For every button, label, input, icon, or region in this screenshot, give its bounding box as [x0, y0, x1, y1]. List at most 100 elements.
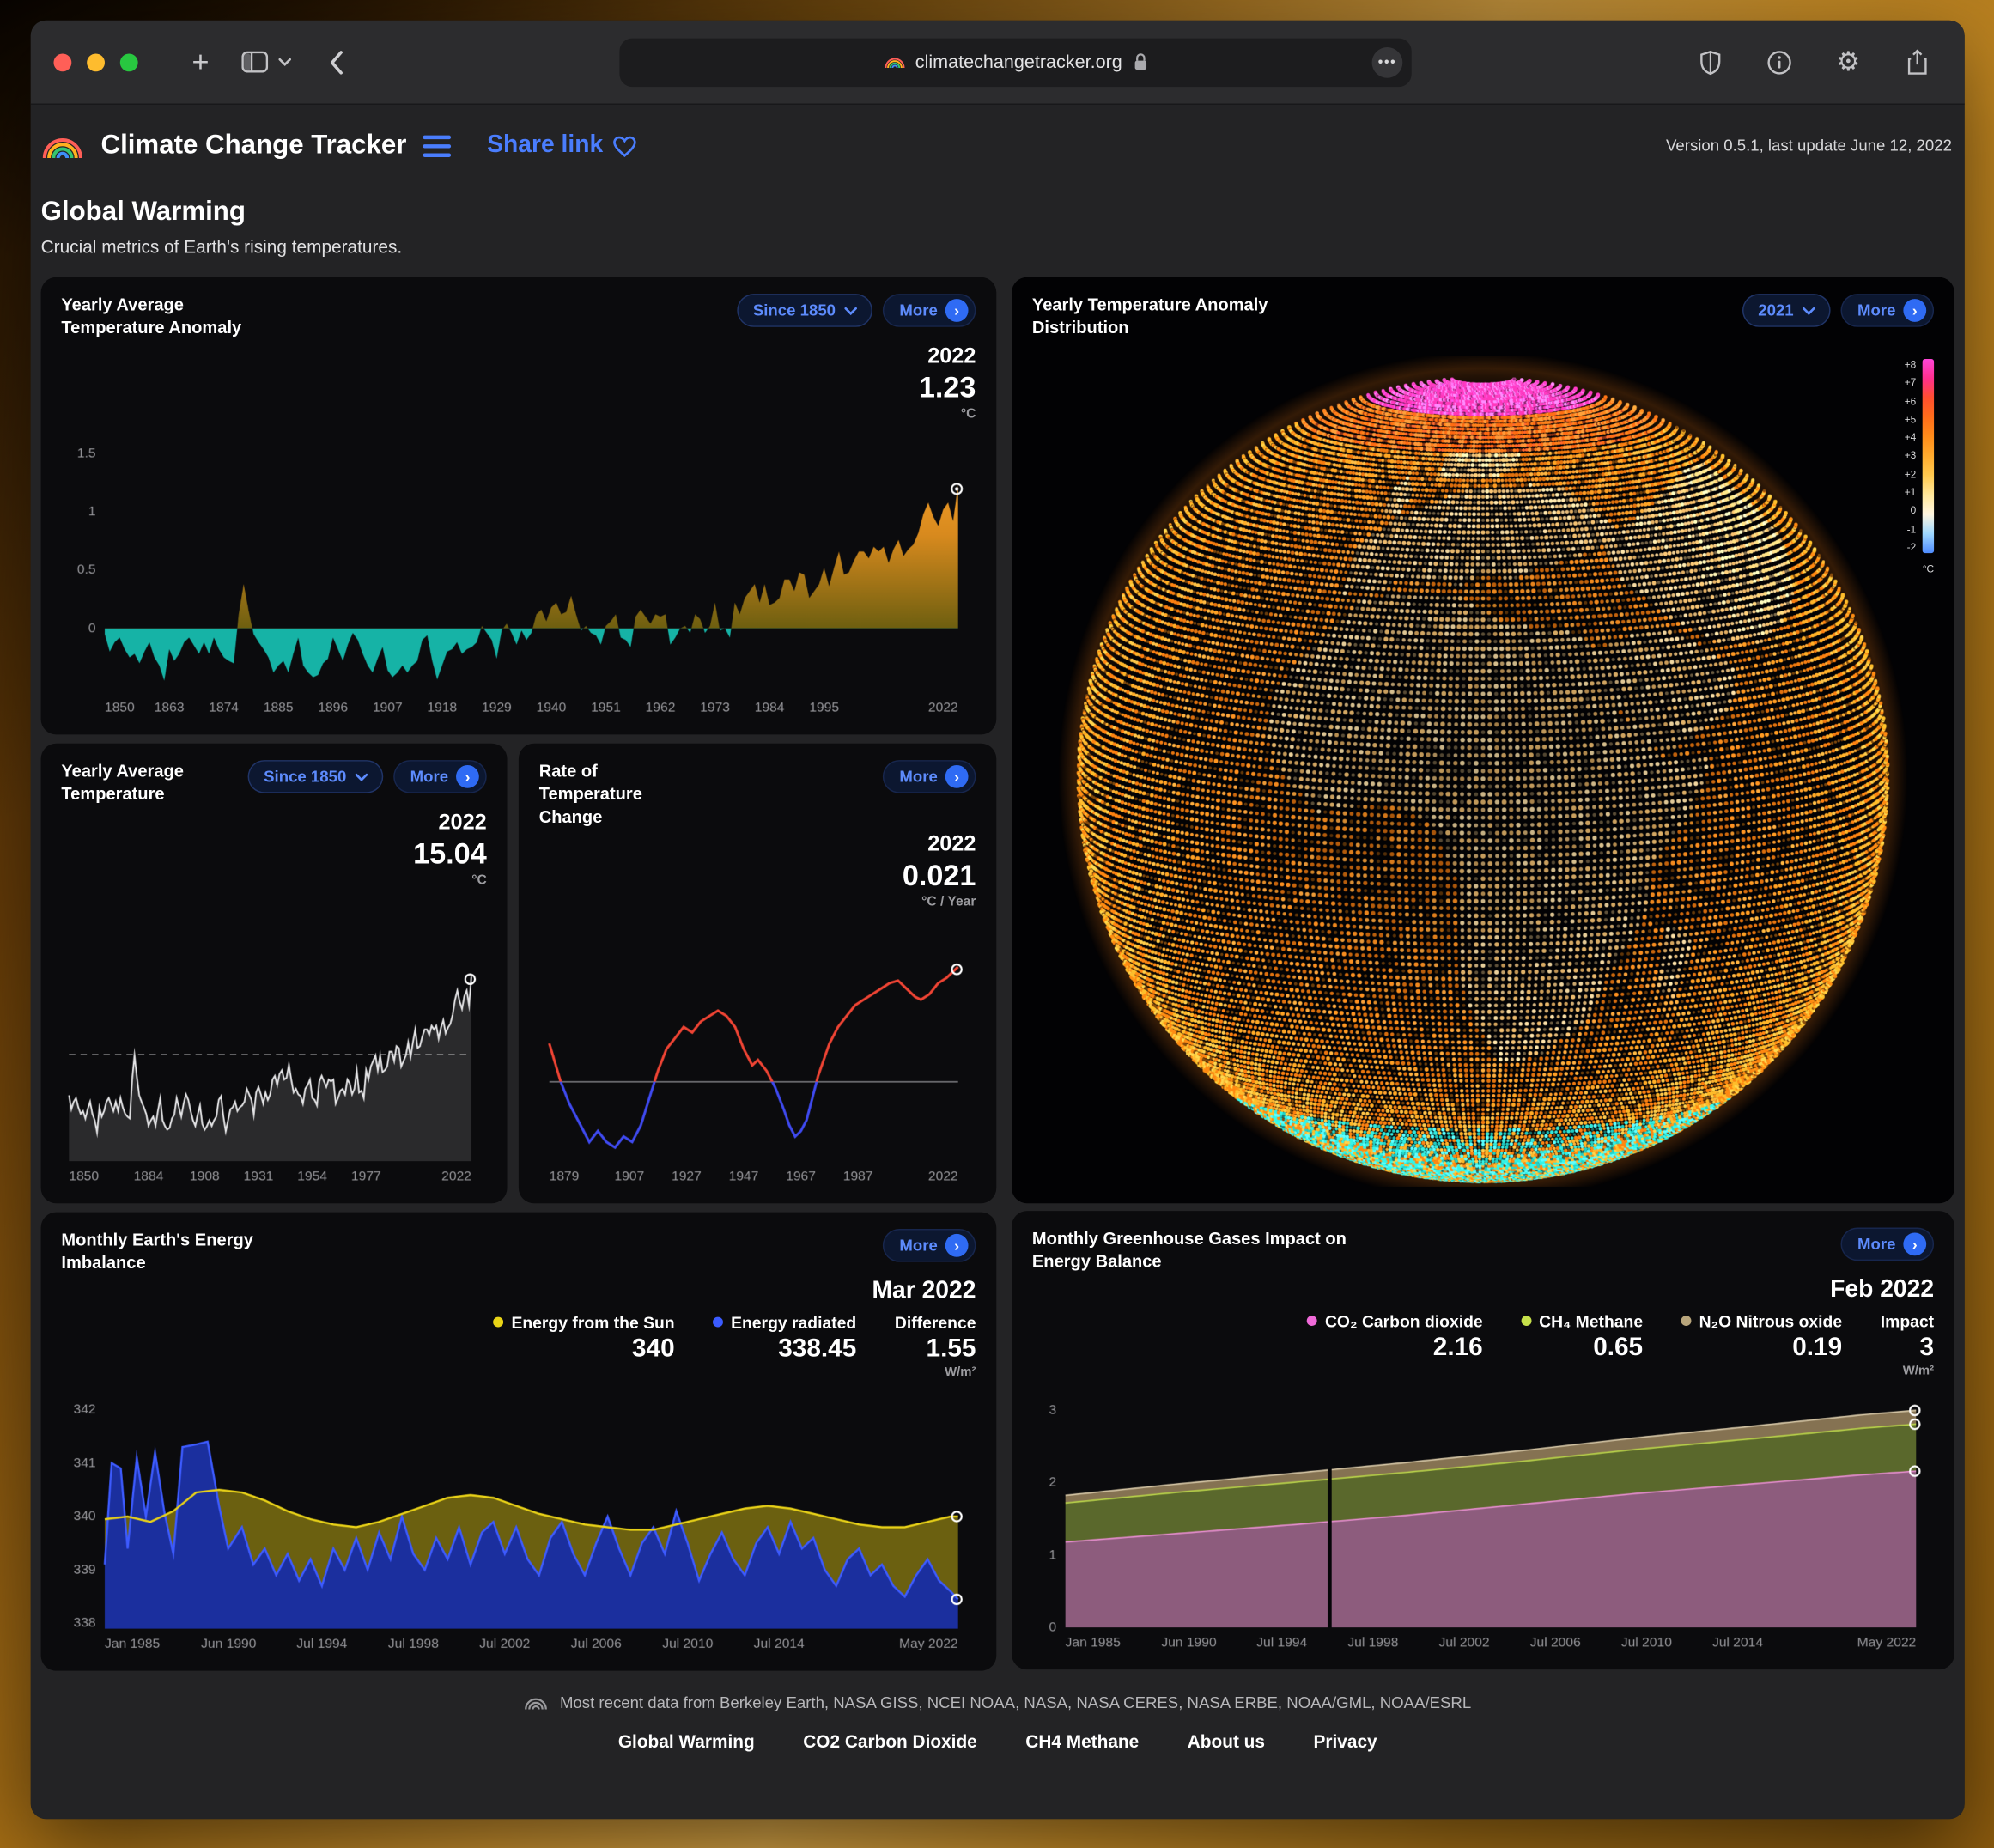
more-button[interactable]: More ›: [1840, 294, 1935, 327]
card-header: Monthly Greenhouse Gases Impact on Energ…: [1031, 1227, 1935, 1273]
settings-button[interactable]: ⚙: [1829, 43, 1868, 82]
card-controls: Since 1850 More ›: [248, 760, 487, 793]
sun-series-value: 340: [631, 1334, 675, 1363]
footer-link-global-warming[interactable]: Global Warming: [617, 1730, 755, 1752]
energy-imbalance-chart: [61, 1383, 976, 1655]
radiated-series-label: Energy radiated: [731, 1312, 857, 1332]
value-year: 2022: [927, 832, 976, 857]
ellipsis-icon: •••: [1377, 54, 1397, 70]
card-greenhouse-gases: Monthly Greenhouse Gases Impact on Energ…: [1012, 1211, 1954, 1670]
ch4-series-value: 0.65: [1593, 1333, 1644, 1362]
arrow-right-icon: ›: [1903, 1232, 1927, 1256]
reader-info-button[interactable]: [1760, 43, 1799, 82]
close-window-button[interactable]: [53, 52, 72, 71]
site-logo-rainbow-icon: [42, 137, 82, 158]
sidebar-toggle-button[interactable]: [235, 43, 274, 82]
dotted-globe-visualization: [1031, 356, 1935, 1187]
footer-link-ch4[interactable]: CH4 Methane: [1025, 1730, 1140, 1752]
footer-nav: Global Warming CO2 Carbon Dioxide CH4 Me…: [31, 1731, 1965, 1772]
footer-link-privacy[interactable]: Privacy: [1313, 1730, 1377, 1752]
legend: CO₂ Carbon dioxide 2.16 CH₄ Methane 0.65…: [1032, 1311, 1934, 1377]
card-title: Yearly Average Temperature Anomaly: [61, 295, 242, 337]
card-header: Monthly Earth's Energy Imbalance More ›: [61, 1228, 976, 1274]
card-title: Monthly Greenhouse Gases Impact on Energ…: [1031, 1228, 1347, 1271]
year-dropdown[interactable]: 2021: [1742, 294, 1831, 327]
footer-link-about[interactable]: About us: [1187, 1730, 1265, 1752]
tab-overview-chevron-button[interactable]: [273, 43, 296, 82]
right-column: Yearly Temperature Anomaly Distribution …: [1012, 277, 1954, 1671]
shield-icon: [1700, 50, 1721, 75]
sidebar-icon: [240, 51, 268, 73]
card-header: Yearly Average Temperature Anomaly Since…: [61, 294, 976, 339]
card-anomaly-distribution: Yearly Temperature Anomaly Distribution …: [1012, 277, 1954, 1204]
legend-sun: Energy from the Sun 340: [493, 1313, 675, 1379]
browser-window: + climatechangetracker.org: [30, 20, 1965, 1820]
chevron-down-icon: [355, 773, 368, 781]
privacy-shield-button[interactable]: [1691, 43, 1730, 82]
scale-tick-labels: +8 +7 +6 +5 +4 +3 +2 +1 0 -1 -2: [1904, 358, 1917, 554]
more-label: More: [899, 1236, 938, 1255]
card-title: Rate of Temperature Change: [538, 761, 642, 826]
radiated-series-dot: [713, 1316, 724, 1328]
version-text: Version 0.5.1, last update June 12, 2022: [1666, 137, 1952, 155]
more-button[interactable]: More ›: [883, 294, 976, 327]
scale-unit: °C: [1922, 562, 1935, 575]
back-chevron-icon: [330, 50, 343, 74]
card-energy-imbalance: Monthly Earth's Energy Imbalance More › …: [40, 1212, 997, 1671]
card-rate-of-change: Rate of Temperature Change More › 2022: [518, 743, 997, 1204]
page-head: Global Warming Crucial metrics of Earth'…: [31, 161, 1965, 257]
rate-of-change-chart: [538, 937, 976, 1187]
more-button[interactable]: More ›: [883, 760, 976, 793]
range-dropdown[interactable]: Since 1850: [248, 760, 384, 793]
share-link-button[interactable]: Share link: [487, 131, 637, 160]
site-title[interactable]: Climate Change Tracker: [100, 130, 407, 160]
card-controls: More ›: [1840, 1227, 1935, 1261]
difference-label: Difference: [894, 1312, 976, 1332]
legend-co2: CO₂ Carbon dioxide 2.16: [1307, 1311, 1483, 1377]
zoom-window-button[interactable]: [119, 52, 138, 71]
page-options-button[interactable]: •••: [1371, 46, 1403, 77]
ch4-series-label: CH₄ Methane: [1539, 1311, 1644, 1331]
card-title: Yearly Average Temperature: [61, 761, 184, 804]
site-header: Climate Change Tracker Share link Versio…: [31, 105, 1965, 161]
more-label: More: [899, 301, 938, 319]
range-dropdown[interactable]: Since 1850: [738, 294, 873, 327]
scale-gradient-bar: [1922, 358, 1935, 554]
arrow-right-icon: ›: [945, 1233, 969, 1257]
difference-unit: W/m²: [945, 1365, 976, 1379]
co2-series-label: CO₂ Carbon dioxide: [1324, 1311, 1483, 1331]
share-button[interactable]: [1898, 43, 1936, 82]
back-button[interactable]: [317, 43, 356, 82]
card-average-temperature: Yearly Average Temperature Since 1850 Mo…: [40, 743, 508, 1204]
sources-text: Most recent data from Berkeley Earth, NA…: [559, 1693, 1472, 1712]
value-unit: °C: [471, 872, 487, 888]
temperature-anomaly-chart: [61, 429, 976, 718]
lock-icon: [1134, 53, 1146, 70]
chevron-down-icon: [278, 58, 292, 67]
card-title: Monthly Earth's Energy Imbalance: [61, 1230, 253, 1273]
card-header: Yearly Temperature Anomaly Distribution …: [1032, 294, 1935, 339]
heart-icon: [613, 135, 636, 157]
value-unit: °C: [960, 405, 976, 422]
radiated-series-value: 338.45: [778, 1334, 857, 1363]
legend-radiated: Energy radiated 338.45: [713, 1313, 856, 1379]
menu-button[interactable]: [423, 134, 452, 157]
footer-link-co2[interactable]: CO2 Carbon Dioxide: [803, 1730, 977, 1752]
more-button[interactable]: More ›: [1840, 1227, 1935, 1261]
co2-series-dot: [1307, 1316, 1318, 1327]
more-button[interactable]: More ›: [883, 1228, 976, 1262]
legend: Energy from the Sun 340 Energy radiated …: [61, 1313, 976, 1379]
more-label: More: [899, 767, 938, 786]
impact-label: Impact: [1880, 1311, 1935, 1331]
average-temperature-chart: [61, 937, 487, 1187]
year-dropdown-value: 2021: [1758, 301, 1794, 319]
new-tab-button[interactable]: +: [181, 43, 220, 82]
card-header: Yearly Average Temperature Since 1850 Mo…: [61, 760, 487, 805]
minimize-window-button[interactable]: [87, 52, 105, 71]
impact-value: 3: [1919, 1333, 1935, 1362]
value-year: 2022: [927, 343, 976, 368]
more-button[interactable]: More ›: [393, 760, 487, 793]
address-bar[interactable]: climatechangetracker.org •••: [619, 37, 1412, 87]
window-controls: [53, 52, 138, 71]
more-label: More: [1857, 301, 1896, 319]
